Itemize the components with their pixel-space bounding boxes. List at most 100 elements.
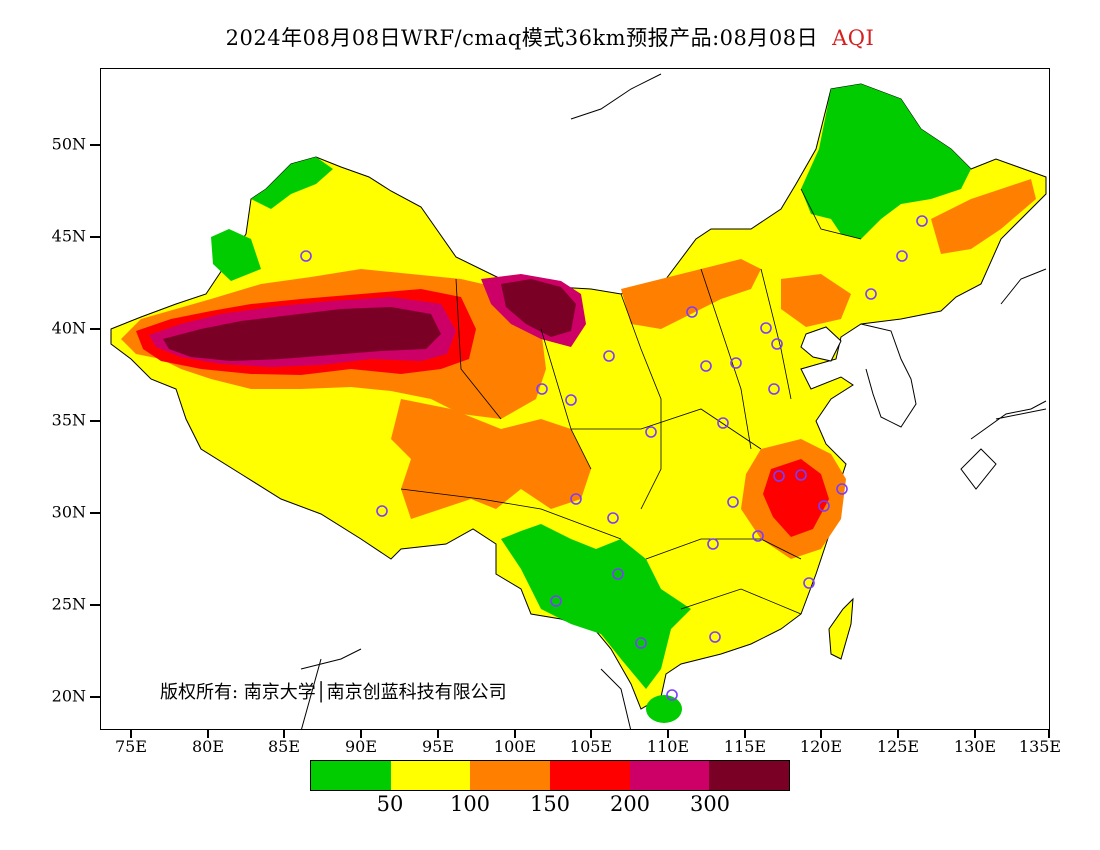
aqi-region-good-hainan xyxy=(646,695,682,723)
station-marker xyxy=(836,483,848,495)
taiwan-island xyxy=(828,597,854,660)
lon-label: 75E xyxy=(114,737,148,756)
lat-tick xyxy=(90,144,100,146)
legend-swatch-red xyxy=(550,761,630,790)
lon-tick xyxy=(667,730,669,738)
legend-swatch-maroon xyxy=(709,761,790,790)
lon-label: 85E xyxy=(267,737,301,756)
lon-tick xyxy=(744,730,746,738)
aqi-region-moderate xyxy=(110,83,1047,710)
lat-label: 25N xyxy=(51,594,86,614)
copyright-notice: 版权所有: 南京大学│南京创蓝科技有限公司 xyxy=(160,682,507,703)
lat-label: 30N xyxy=(51,502,86,522)
lon-tick xyxy=(897,730,899,738)
lon-label: 120E xyxy=(799,737,843,756)
aqi-region-hazardous-tarim xyxy=(163,307,441,361)
station-marker xyxy=(709,631,721,643)
station-marker xyxy=(645,426,657,438)
station-marker xyxy=(803,577,815,589)
russia-coastline xyxy=(570,73,1047,305)
station-marker xyxy=(686,306,698,318)
lat-tick xyxy=(90,236,100,238)
legend-swatch-yellow xyxy=(390,761,471,790)
lat-label: 50N xyxy=(51,134,86,154)
station-marker xyxy=(896,250,908,262)
station-marker xyxy=(700,360,712,372)
lon-tick xyxy=(130,730,132,738)
title-variable: AQI xyxy=(832,26,875,50)
station-marker xyxy=(536,383,548,395)
legend-label: 50 xyxy=(376,792,404,816)
lon-label: 135E xyxy=(1018,737,1062,756)
lat-tick xyxy=(90,512,100,514)
station-marker xyxy=(603,350,615,362)
aqi-region-good-northeast xyxy=(801,84,971,239)
station-marker xyxy=(752,530,764,542)
aqi-region-good-northwest xyxy=(251,157,333,209)
province-borders xyxy=(400,188,862,615)
legend-label: 300 xyxy=(689,792,731,816)
station-marker xyxy=(865,288,877,300)
south-coast-outline xyxy=(300,648,632,729)
lon-label: 90E xyxy=(344,737,378,756)
lat-label: 20N xyxy=(51,686,86,706)
lon-tick xyxy=(207,730,209,738)
station-marker xyxy=(717,417,729,429)
bohai-sea xyxy=(800,326,842,362)
lon-tick xyxy=(514,730,516,738)
lon-tick xyxy=(820,730,822,738)
aqi-region-unhealthy-sensitive-far-northeast xyxy=(931,179,1036,254)
aqi-region-unhealthy-yangtze xyxy=(763,459,829,537)
station-marker xyxy=(760,322,772,334)
aqi-region-unhealthy-sensitive-north xyxy=(621,259,761,329)
map-title: 2024年08月08日WRF/cmaq模式36km预报产品:08月08日 AQI xyxy=(0,22,1100,52)
station-marker xyxy=(727,496,739,508)
map-area[interactable] xyxy=(100,68,1050,730)
station-marker xyxy=(635,637,647,649)
lon-label: 125E xyxy=(876,737,920,756)
lon-tick xyxy=(1048,730,1050,738)
station-marker xyxy=(570,493,582,505)
lat-tick xyxy=(90,328,100,330)
color-legend xyxy=(310,760,790,791)
station-marker xyxy=(773,470,785,482)
monitoring-stations xyxy=(300,215,928,701)
station-marker xyxy=(795,469,807,481)
lon-label: 115E xyxy=(723,737,767,756)
station-marker xyxy=(612,568,624,580)
legend-label: 200 xyxy=(609,792,651,816)
station-marker xyxy=(300,250,312,262)
legend-swatch-green xyxy=(311,761,391,790)
station-marker xyxy=(768,383,780,395)
lon-tick xyxy=(437,730,439,738)
station-marker xyxy=(818,500,830,512)
aqi-region-hazardous-north xyxy=(501,279,576,337)
lon-tick xyxy=(974,730,976,738)
lon-label: 100E xyxy=(493,737,537,756)
station-marker xyxy=(707,538,719,550)
korea-coastline xyxy=(860,323,917,428)
lat-label: 40N xyxy=(51,318,86,338)
station-marker xyxy=(916,215,928,227)
legend-label: 150 xyxy=(529,792,571,816)
lat-tick xyxy=(90,604,100,606)
legend-swatch-purple xyxy=(629,761,710,790)
lat-tick xyxy=(90,696,100,698)
lon-label: 130E xyxy=(953,737,997,756)
aqi-region-unhealthy-sensitive-bohai xyxy=(781,274,851,327)
japan-coastline xyxy=(960,400,1047,490)
station-marker xyxy=(771,338,783,350)
lon-label: 105E xyxy=(569,737,613,756)
aqi-region-unhealthy-sensitive-central xyxy=(391,399,591,519)
lon-tick xyxy=(590,730,592,738)
legend-swatch-orange xyxy=(470,761,551,790)
station-marker xyxy=(376,505,388,517)
station-marker xyxy=(565,394,577,406)
lon-tick xyxy=(360,730,362,738)
lon-label: 95E xyxy=(421,737,455,756)
title-text: 2024年08月08日WRF/cmaq模式36km预报产品:08月08日 xyxy=(225,26,819,50)
lat-tick xyxy=(90,420,100,422)
station-marker xyxy=(730,357,742,369)
aqi-region-good-west xyxy=(211,229,261,281)
lon-label: 110E xyxy=(646,737,690,756)
